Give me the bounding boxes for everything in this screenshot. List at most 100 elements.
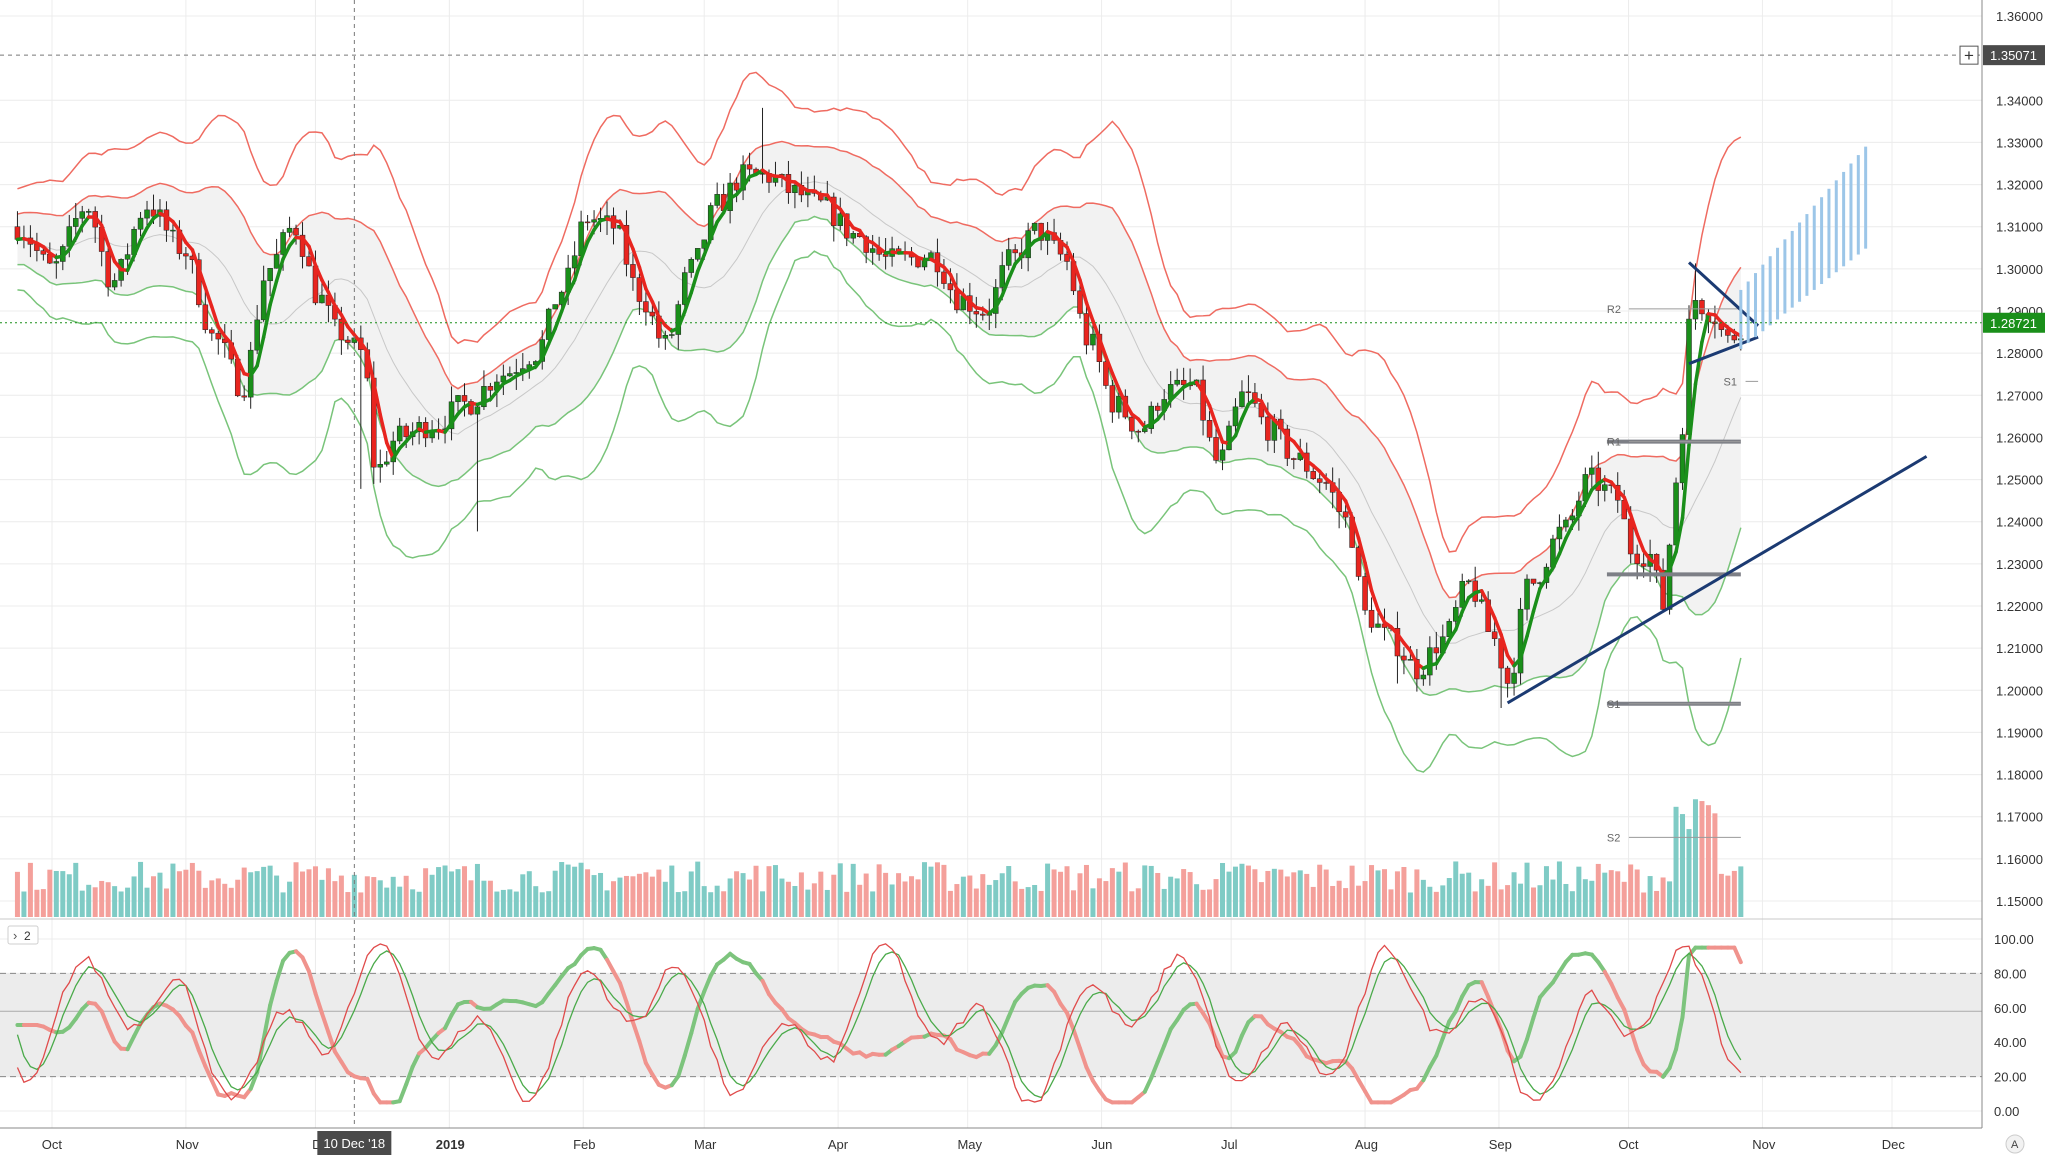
volume-bar xyxy=(585,869,590,917)
projection-bar xyxy=(1747,282,1750,344)
volume-bar xyxy=(34,890,39,917)
volume-bar xyxy=(799,872,804,917)
price-tick-label: 1.25000 xyxy=(1996,473,2043,488)
volume-bar xyxy=(268,866,273,917)
volume-bar xyxy=(1239,864,1244,917)
volume-bar xyxy=(1304,874,1309,917)
candle-body xyxy=(585,222,590,223)
volume-bar xyxy=(1207,889,1212,917)
volume-bar xyxy=(773,865,778,917)
volume-bar xyxy=(1473,891,1478,917)
volume-bar xyxy=(456,869,461,917)
osc-legend[interactable]: ›2 xyxy=(8,926,38,944)
price-tick-label: 1.17000 xyxy=(1996,810,2043,825)
volume-bar xyxy=(73,863,78,917)
volume-bar xyxy=(397,887,402,917)
time-tick-label: Jul xyxy=(1221,1137,1238,1152)
volume-bar xyxy=(1142,865,1147,917)
volume-bar xyxy=(540,892,545,917)
volume-bar xyxy=(1317,865,1322,917)
volume-bar xyxy=(1175,878,1180,917)
candle-body xyxy=(747,165,752,169)
volume-bar xyxy=(1395,871,1400,917)
projection-bar xyxy=(1791,231,1794,308)
plus-icon[interactable]: + xyxy=(1960,46,1978,65)
volume-bar xyxy=(1583,879,1588,917)
volume-bar xyxy=(1492,862,1497,917)
volume-bar xyxy=(611,881,616,917)
candle-body xyxy=(1136,431,1141,432)
volume-bar xyxy=(643,872,648,917)
candle-body xyxy=(592,220,597,222)
volume-bar xyxy=(1648,876,1653,917)
volume-bar xyxy=(864,874,869,917)
projection-bar xyxy=(1857,155,1860,254)
candle-body xyxy=(553,304,558,309)
candle-body xyxy=(682,273,687,305)
volume-bar xyxy=(877,864,882,917)
candle-body xyxy=(1512,673,1517,683)
candle-body xyxy=(1421,675,1426,679)
volume-bar xyxy=(1039,891,1044,917)
volume-bar xyxy=(164,888,169,917)
osc-tick-label: 60.00 xyxy=(1994,1001,2027,1016)
volume-bar xyxy=(1738,866,1743,917)
volume-bar xyxy=(890,884,895,917)
candle-body xyxy=(1363,576,1368,610)
volume-bar xyxy=(54,871,59,917)
candle-body xyxy=(1466,581,1471,582)
volume-bar xyxy=(1479,879,1484,917)
candle-body xyxy=(786,174,791,192)
volume-bar xyxy=(980,874,985,917)
volume-bar xyxy=(345,892,350,917)
volume-bar xyxy=(1641,892,1646,917)
candle-body xyxy=(1324,482,1329,483)
time-tick-label: Sep xyxy=(1489,1137,1512,1152)
auto-scale-button[interactable]: A xyxy=(2006,1135,2024,1153)
volume-bar xyxy=(1136,888,1141,917)
volume-bar xyxy=(80,891,85,917)
volume-bar xyxy=(1149,866,1154,917)
pivot-label: S1 xyxy=(1724,376,1737,388)
volume-bar xyxy=(21,892,26,917)
candle-body xyxy=(145,210,150,218)
time-tick-label: Oct xyxy=(1618,1137,1639,1152)
volume-bar xyxy=(941,865,946,917)
candle-body xyxy=(319,295,324,303)
volume-bar xyxy=(1246,866,1251,917)
volume-bar xyxy=(99,881,104,917)
volume-bar xyxy=(883,873,888,917)
candle-body xyxy=(170,230,175,231)
price-tick-label: 1.26000 xyxy=(1996,430,2043,445)
volume-bar xyxy=(60,871,65,917)
volume-bar xyxy=(1052,869,1057,917)
volume-bar xyxy=(410,889,415,917)
candle-body xyxy=(669,335,674,336)
candle-body xyxy=(306,257,311,266)
candle-body xyxy=(663,335,668,338)
volume-bar xyxy=(818,872,823,917)
volume-bar xyxy=(125,888,130,917)
volume-bar xyxy=(961,877,966,917)
volume-bar xyxy=(157,873,162,917)
price-tick-label: 1.19000 xyxy=(1996,725,2043,740)
projection-bar xyxy=(1827,189,1830,278)
candle-body xyxy=(261,281,266,320)
volume-bar xyxy=(1674,807,1679,917)
projection-bar xyxy=(1783,239,1786,313)
volume-bar xyxy=(242,868,247,917)
candle-body xyxy=(1129,417,1134,431)
candle-body xyxy=(1317,479,1322,483)
candle-body xyxy=(1635,554,1640,564)
candle-body xyxy=(1376,624,1381,628)
volume-bar xyxy=(1045,864,1050,917)
volume-bar xyxy=(488,881,493,917)
candle-body xyxy=(1265,417,1270,440)
volume-bar xyxy=(1589,881,1594,917)
candle-body xyxy=(1207,420,1212,437)
price-tick-label: 1.20000 xyxy=(1996,683,2043,698)
volume-bar xyxy=(1615,871,1620,917)
candle-body xyxy=(112,280,117,287)
price-tick-label: 1.34000 xyxy=(1996,93,2043,108)
